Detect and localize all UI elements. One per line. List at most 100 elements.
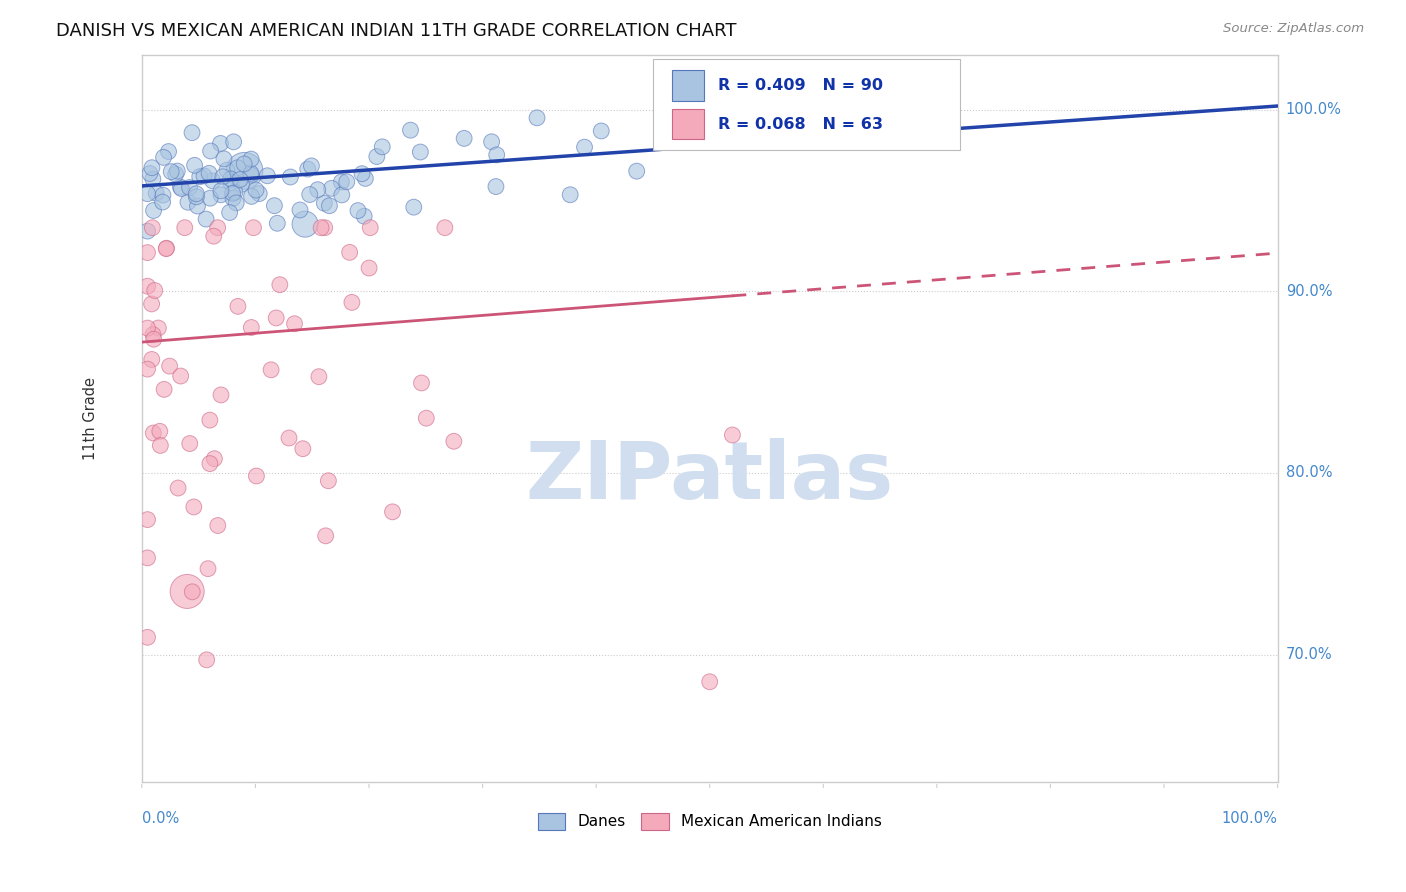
Point xyxy=(136,630,159,644)
Point xyxy=(148,321,170,335)
Point xyxy=(197,562,219,576)
Point xyxy=(149,438,172,452)
Point xyxy=(179,180,201,194)
Point xyxy=(222,191,245,205)
Bar xyxy=(672,70,704,101)
Point xyxy=(366,150,388,164)
Point xyxy=(226,161,249,175)
Point xyxy=(381,505,404,519)
Point xyxy=(207,220,229,235)
Point xyxy=(179,436,201,450)
Point xyxy=(318,474,340,488)
Text: 80.0%: 80.0% xyxy=(1286,466,1333,481)
Text: 70.0%: 70.0% xyxy=(1286,647,1333,662)
Point xyxy=(298,187,321,202)
Point xyxy=(207,518,229,533)
Point xyxy=(225,195,247,210)
Point xyxy=(142,425,165,440)
Point xyxy=(315,529,337,543)
Point xyxy=(280,169,302,184)
Point xyxy=(233,163,256,178)
Point xyxy=(264,310,287,325)
Point xyxy=(200,144,222,158)
Point xyxy=(183,500,205,514)
Point xyxy=(136,550,159,565)
Text: Source: ZipAtlas.com: Source: ZipAtlas.com xyxy=(1223,22,1364,36)
Point xyxy=(294,217,316,231)
Point xyxy=(283,317,305,331)
Point xyxy=(314,220,336,235)
Point xyxy=(350,167,373,181)
Point xyxy=(721,428,744,442)
Point xyxy=(136,321,159,335)
Point xyxy=(212,152,235,166)
Point xyxy=(314,196,336,211)
Point xyxy=(222,135,245,149)
Point xyxy=(242,220,264,235)
Point xyxy=(155,242,177,256)
Point xyxy=(481,135,503,149)
Point xyxy=(399,123,422,137)
Point xyxy=(142,203,165,218)
Point xyxy=(165,167,187,181)
Point xyxy=(186,199,208,213)
Point xyxy=(226,299,249,313)
Point xyxy=(256,169,278,183)
Text: R = 0.068   N = 63: R = 0.068 N = 63 xyxy=(717,117,883,132)
Point xyxy=(266,216,288,230)
Bar xyxy=(672,109,704,139)
Point xyxy=(141,297,163,311)
Text: ZIPatlas: ZIPatlas xyxy=(526,437,894,516)
Point xyxy=(415,411,437,425)
Point xyxy=(340,295,363,310)
Point xyxy=(173,220,195,235)
Point xyxy=(186,186,208,201)
Point xyxy=(141,220,163,235)
Point xyxy=(136,186,159,201)
Point xyxy=(288,202,311,217)
Point xyxy=(219,172,242,186)
Point xyxy=(485,179,508,194)
Point xyxy=(453,131,475,145)
Point xyxy=(695,129,717,144)
Point xyxy=(143,284,166,298)
Point xyxy=(139,167,162,181)
Point xyxy=(485,148,508,162)
Point xyxy=(155,241,177,255)
Point xyxy=(336,175,359,189)
Point xyxy=(233,157,256,171)
Point xyxy=(231,178,253,192)
Point xyxy=(198,413,221,427)
Point xyxy=(297,162,319,177)
Point xyxy=(195,212,218,227)
Point xyxy=(330,175,353,189)
Point xyxy=(339,245,361,260)
Point xyxy=(152,188,174,202)
Point xyxy=(212,169,235,184)
Text: 100.0%: 100.0% xyxy=(1222,811,1278,826)
Point xyxy=(402,200,425,214)
Point xyxy=(198,457,221,471)
Point xyxy=(245,183,267,197)
Point xyxy=(224,185,246,199)
Text: DANISH VS MEXICAN AMERICAN INDIAN 11TH GRADE CORRELATION CHART: DANISH VS MEXICAN AMERICAN INDIAN 11TH G… xyxy=(56,22,737,40)
Point xyxy=(371,140,394,154)
Point xyxy=(195,653,218,667)
Point xyxy=(240,152,263,166)
Point xyxy=(169,180,191,194)
Point xyxy=(240,168,263,182)
Point xyxy=(260,363,283,377)
Point xyxy=(142,327,165,342)
Point xyxy=(574,140,596,154)
Point xyxy=(218,205,240,219)
Point xyxy=(245,469,267,483)
Point xyxy=(167,481,190,495)
Point xyxy=(215,163,238,178)
Point xyxy=(176,584,198,599)
Text: 0.0%: 0.0% xyxy=(142,811,179,826)
Point xyxy=(166,164,188,178)
Point xyxy=(411,376,433,390)
Point xyxy=(169,369,191,384)
Point xyxy=(299,159,322,173)
Point xyxy=(198,191,221,205)
